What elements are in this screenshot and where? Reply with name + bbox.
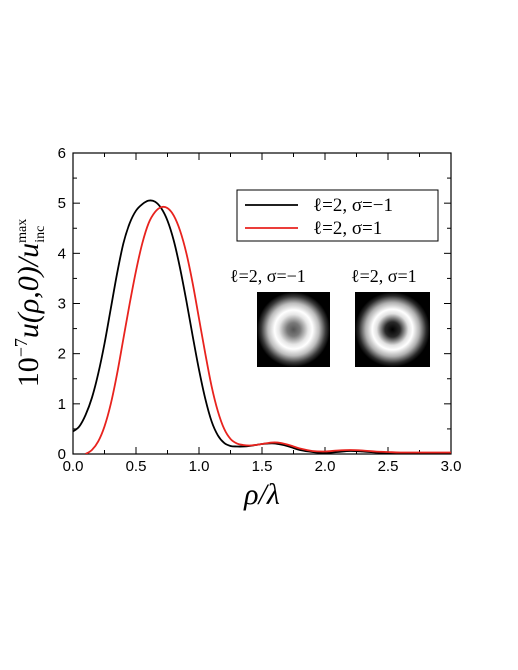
inset-image-0 [257, 292, 330, 367]
ticks: 0.0 0.5 1.0 1.5 2.0 2.5 3.0 0 1 2 3 4 5 6 [58, 145, 462, 475]
ylabel-sup: max [15, 219, 30, 243]
y-tick-label: 2 [58, 346, 66, 363]
inset-label-0: ℓ=2, σ=−1 [230, 266, 306, 286]
ylabel-exp: −7 [11, 338, 31, 357]
y-tick-label: 1 [58, 396, 66, 413]
x-tick-label: 0.0 [63, 458, 84, 475]
legend-label-1: ℓ=2, σ=1 [313, 218, 382, 239]
x-tick-label: 1.5 [252, 458, 273, 475]
series-line-0 [73, 199, 451, 454]
legend-box [236, 189, 439, 242]
y-axis-label: 10−7u(ρ,0)/umax inc [11, 219, 48, 387]
inset-image-1 [355, 292, 430, 367]
y-tick-label: 6 [58, 145, 66, 162]
y-tick-label: 3 [58, 296, 66, 313]
x-tick-label: 2.5 [378, 458, 399, 475]
y-tick-label: 5 [58, 195, 66, 212]
legend: ℓ=2, σ=−1 ℓ=2, σ=1 [236, 189, 439, 242]
x-axis-label: ρ/λ [243, 478, 280, 511]
inset-label-1: ℓ=2, σ=1 [351, 266, 417, 286]
ylabel-main: u(ρ,0)/u [12, 243, 45, 338]
x-tick-label: 2.0 [315, 458, 336, 475]
inset-images: ℓ=2, σ=−1 ℓ=2, σ=1 [230, 266, 430, 367]
x-tick-label: 1.0 [189, 458, 210, 475]
y-tick-label: 4 [58, 245, 66, 262]
ylabel-prefix: 10 [12, 357, 45, 387]
x-tick-label: 3.0 [441, 458, 462, 475]
ylabel-sub: inc [33, 226, 48, 243]
series-line-1 [85, 205, 451, 454]
legend-label-0: ℓ=2, σ=−1 [313, 195, 393, 216]
x-tick-label: 0.5 [126, 458, 147, 475]
y-tick-label: 0 [58, 446, 66, 463]
